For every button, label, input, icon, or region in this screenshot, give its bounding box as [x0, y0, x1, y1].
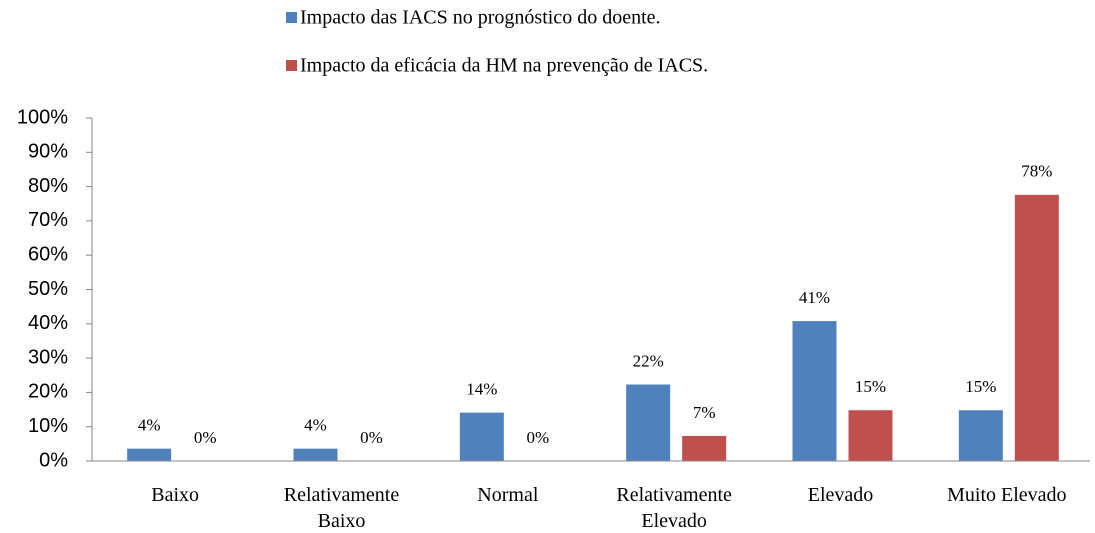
x-tick-label: Muito Elevado [947, 484, 1067, 506]
y-tick-label: 90% [28, 141, 68, 163]
data-label: 4% [304, 416, 327, 435]
legend-label: Impacto das IACS no prognóstico do doent… [300, 7, 661, 29]
data-label: 0% [194, 428, 217, 447]
x-tick-label: Baixo [151, 484, 200, 506]
x-tick-label: Relativamente Baixo [283, 484, 400, 532]
bar [1014, 194, 1059, 461]
y-tick-label: 0% [39, 449, 68, 471]
data-label: 14% [466, 380, 497, 399]
data-label: 4% [138, 416, 161, 435]
y-tick-label: 60% [28, 243, 68, 265]
bar [682, 435, 727, 461]
data-label: 22% [633, 351, 664, 370]
y-tick-label: 70% [28, 209, 68, 231]
x-tick-label: Elevado [807, 484, 874, 506]
data-label: 78% [1021, 162, 1052, 181]
y-tick-label: 100% [17, 106, 68, 128]
y-tick-label: 50% [28, 278, 68, 300]
bar [459, 412, 504, 461]
legend-swatch [286, 60, 297, 71]
y-tick-label: 10% [28, 415, 68, 437]
bar [848, 410, 893, 461]
bar [792, 321, 837, 461]
data-label: 41% [799, 288, 830, 307]
data-label: 0% [360, 428, 383, 447]
bar [127, 448, 172, 461]
y-tick-label: 80% [28, 175, 68, 197]
y-tick-label: 30% [28, 346, 68, 368]
y-tick-label: 40% [28, 312, 68, 334]
legend-swatch [286, 12, 297, 23]
x-tick-label: Normal [477, 484, 539, 506]
y-tick-label: 20% [28, 381, 68, 403]
bar [958, 410, 1003, 461]
data-label: 15% [965, 377, 996, 396]
data-label: 0% [526, 428, 549, 447]
x-tick-label: Relativamente Elevado [616, 484, 732, 532]
bar [626, 384, 671, 461]
legend-label: Impacto da eficácia da HM na prevenção d… [300, 55, 708, 77]
data-label: 15% [855, 377, 886, 396]
data-label: 7% [693, 403, 716, 422]
bar [293, 448, 338, 461]
